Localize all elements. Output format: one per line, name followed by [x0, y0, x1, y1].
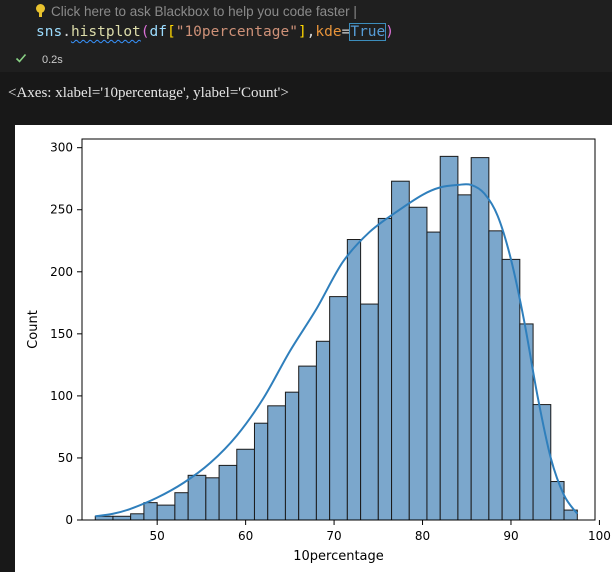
histogram-bar-15: [329, 296, 348, 521]
histogram-bar-3: [143, 502, 158, 521]
check-icon: [15, 53, 27, 63]
code-comma: ,: [306, 24, 316, 40]
code-method: histplot: [70, 24, 141, 40]
x-tick-label-100: 100: [588, 529, 611, 543]
y-tick-label-50: 50: [58, 451, 73, 465]
histogram-bar-25: [488, 230, 503, 521]
blackbox-hint[interactable]: Click here to ask Blackbox to help you c…: [36, 4, 357, 19]
histogram-bar-5: [174, 492, 189, 521]
histogram-bar-16: [346, 239, 362, 521]
code-param: kde: [315, 24, 342, 40]
histogram-bar-26: [501, 258, 521, 521]
histogram-bar-7: [205, 477, 220, 521]
execution-time: 0.2s: [42, 54, 63, 66]
x-tick-label-80: 80: [415, 529, 430, 543]
kde-curve: [95, 183, 579, 518]
code-column-string: "10percentage": [175, 24, 298, 40]
code-equals: =: [341, 24, 351, 40]
histogram-bar-2: [130, 513, 145, 521]
histogram-bar-1: [112, 515, 132, 521]
y-tick-label-100: 100: [50, 389, 73, 403]
histogram-bar-14: [315, 340, 331, 521]
code-line[interactable]: sns.histplot(df["10percentage"],kde=True…: [36, 23, 394, 41]
y-tick-label-250: 250: [50, 203, 73, 217]
code-keyword: True: [349, 23, 387, 41]
code-df: df: [149, 24, 167, 40]
histogram-bar-4: [156, 504, 176, 521]
code-bracket-close: ]: [297, 24, 307, 40]
y-tick-label-150: 150: [50, 327, 73, 341]
histogram-bar-27: [519, 323, 534, 521]
histogram-bar-13: [298, 365, 317, 521]
code-module: sns: [36, 24, 63, 40]
code-dot: .: [62, 24, 71, 40]
code-cell-input[interactable]: Click here to ask Blackbox to help you c…: [0, 0, 612, 50]
histogram-bar-6: [187, 474, 207, 521]
histogram-bar-11: [267, 405, 286, 521]
y-tick-label-300: 300: [50, 141, 73, 155]
lightbulb-icon: [36, 4, 45, 17]
x-tick-label-90: 90: [503, 529, 518, 543]
axes-frame: [81, 138, 596, 521]
code-paren-open: (: [140, 24, 150, 40]
histogram-bar-22: [439, 155, 459, 521]
histogram-figure: 50 60 70 80 90 100 0 50 100 150 200 250 300 10perce…: [15, 125, 612, 572]
histogram-bar-20: [408, 206, 428, 521]
histogram-bar-23: [457, 194, 472, 521]
histogram-chart: 50 60 70 80 90 100 0 50 100 150 200 250 300 10perce…: [26, 138, 611, 564]
y-tick-label-200: 200: [50, 265, 73, 279]
histogram-bar-18: [377, 217, 393, 521]
histogram-bar-12: [284, 391, 300, 521]
x-tick-label-50: 50: [150, 529, 165, 543]
y-axis-label: Count: [26, 310, 41, 349]
code-paren-close: ): [385, 24, 394, 40]
x-tick-label-60: 60: [238, 529, 253, 543]
y-tick-label-0: 0: [65, 513, 73, 527]
code-bracket-open: [: [166, 24, 176, 40]
histogram-bar-10: [253, 422, 269, 521]
x-tick-label-70: 70: [326, 529, 341, 543]
histogram-bar-19: [391, 180, 410, 521]
histogram-bar-29: [550, 481, 565, 521]
histogram-bar-24: [470, 157, 490, 521]
histogram-bar-8: [218, 464, 238, 521]
hint-text: Click here to ask Blackbox to help you c…: [51, 4, 357, 19]
execution-status-bar: [0, 50, 612, 72]
histogram-bar-17: [360, 303, 379, 521]
output-repr-text: <Axes: xlabel='10percentage', ylabel='Co…: [8, 85, 289, 101]
x-axis-label: 10percentage: [293, 549, 384, 564]
histogram-bar-9: [236, 448, 255, 521]
histogram-bar-21: [426, 231, 441, 521]
